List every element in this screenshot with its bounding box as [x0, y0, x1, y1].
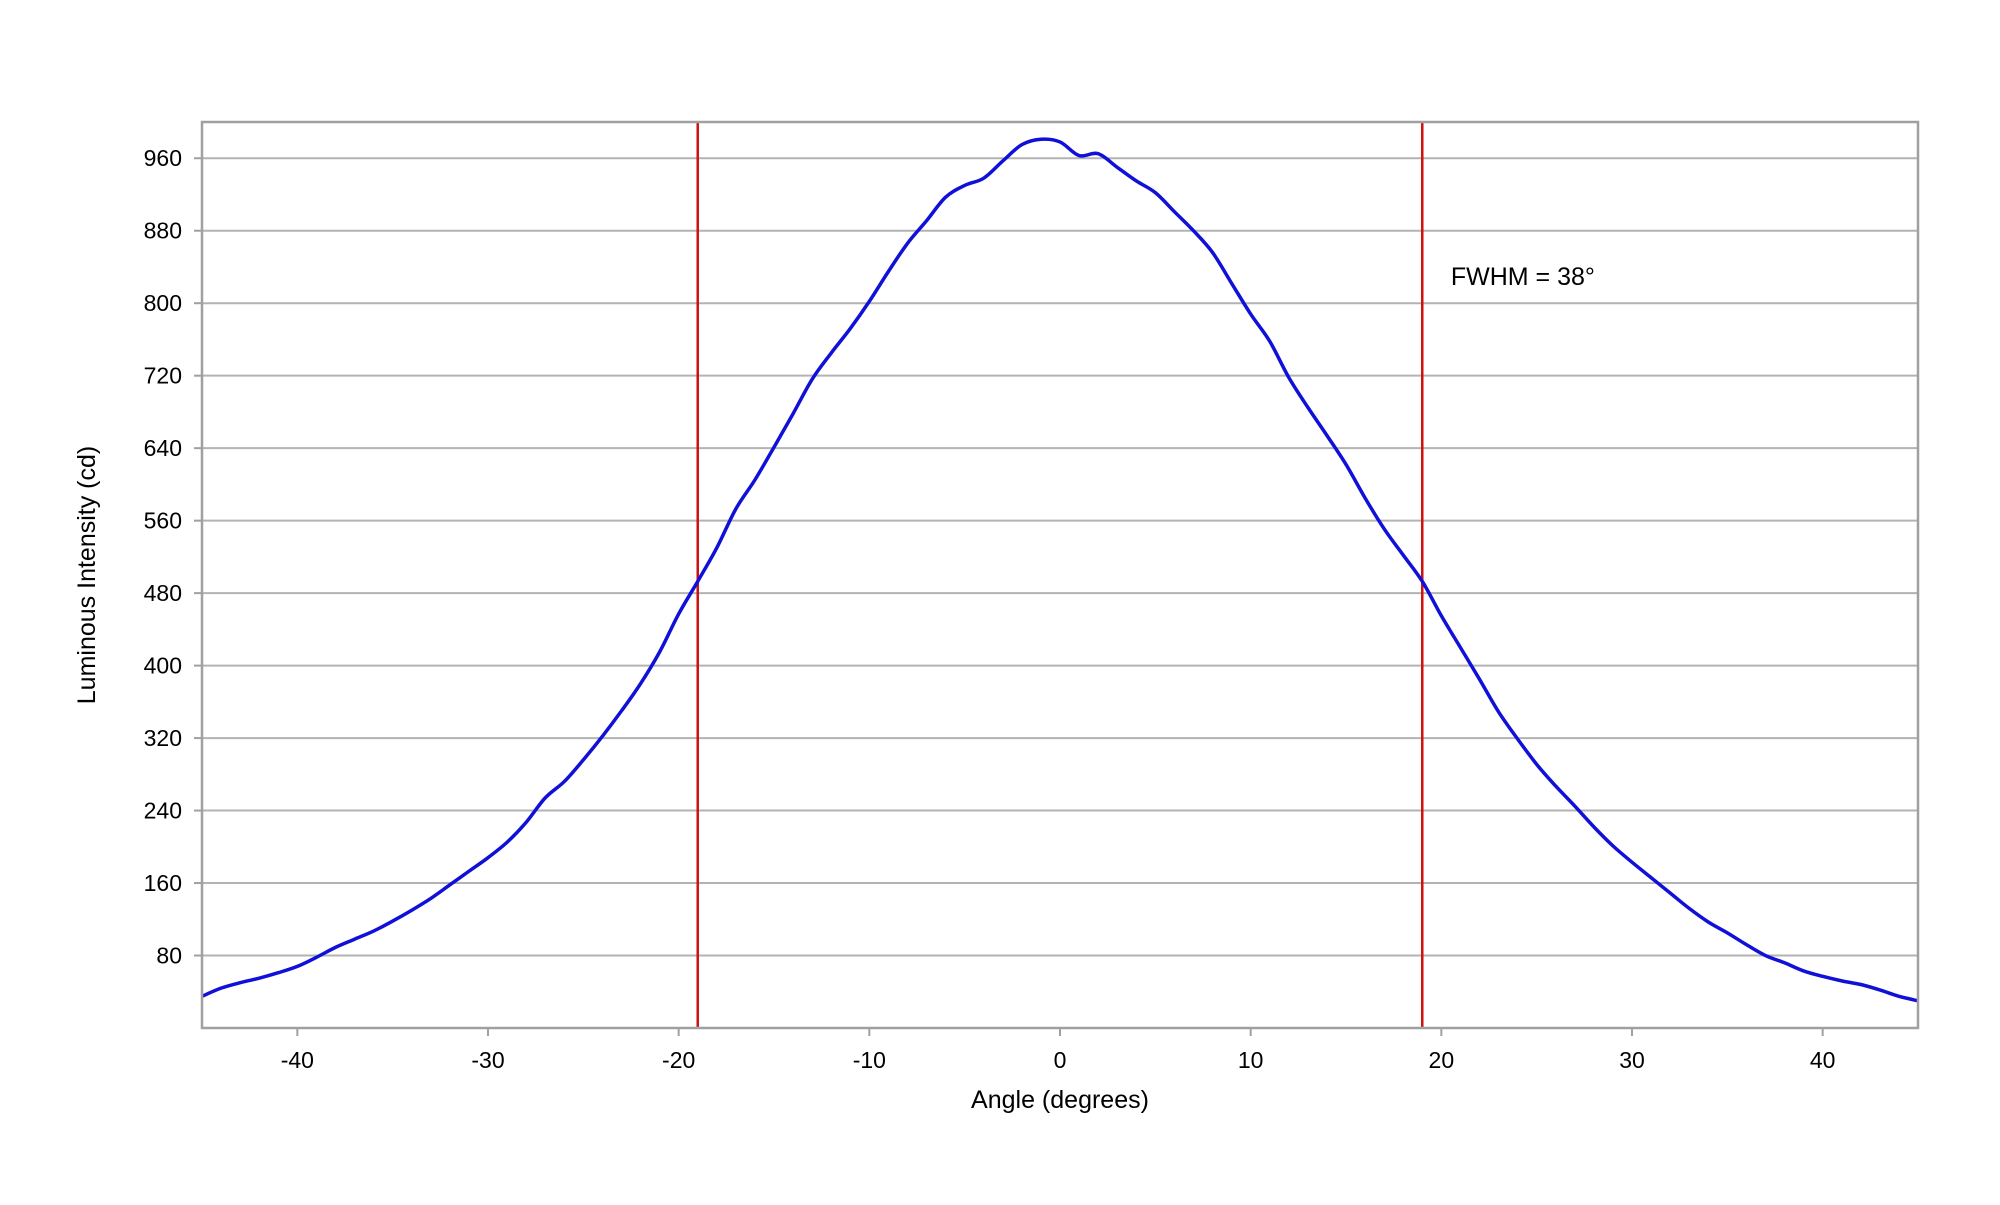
x-tick-label-20: 20 [1429, 1047, 1455, 1073]
y-tick-label-720: 720 [144, 363, 182, 389]
y-tick-label-960: 960 [144, 145, 182, 171]
x-axis-title: Angle (degrees) [971, 1086, 1149, 1114]
y-tick-label-240: 240 [144, 798, 182, 824]
x-tick-label-0: 0 [1054, 1047, 1067, 1073]
y-tick-label-880: 880 [144, 218, 182, 244]
x-axis-ticks: -40 -30 -20 -10 0 10 20 30 40 [281, 1028, 1836, 1073]
grid-lines [202, 157, 1918, 957]
x-tick-label--40: -40 [281, 1047, 314, 1073]
plot-area [202, 122, 1918, 1028]
x-tick-label-40: 40 [1810, 1047, 1836, 1073]
marker-lines [696, 122, 1424, 1028]
y-tick-label-640: 640 [144, 435, 182, 461]
y-tick-label-560: 560 [144, 508, 182, 534]
y-tick-label-480: 480 [144, 580, 182, 606]
y-tick-label-80: 80 [156, 943, 182, 969]
y-axis-title: Luminous Intensity (cd) [73, 446, 101, 704]
y-tick-label-320: 320 [144, 725, 182, 751]
y-axis-ticks: 80 160 240 320 400 480 560 640 720 800 880 960 [144, 145, 202, 969]
y-tick-label-400: 400 [144, 653, 182, 679]
x-tick-label-10: 10 [1238, 1047, 1264, 1073]
x-tick-label--30: -30 [471, 1047, 504, 1073]
x-tick-label--20: -20 [662, 1047, 695, 1073]
x-tick-label--10: -10 [853, 1047, 886, 1073]
series-layer [201, 137, 1919, 1003]
y-tick-label-800: 800 [144, 290, 182, 316]
x-tick-label-30: 30 [1619, 1047, 1645, 1073]
y-tick-label-160: 160 [144, 870, 182, 896]
fwhm-annotation: FWHM = 38° [1451, 263, 1595, 291]
intensity-curve-1 [201, 137, 1919, 1003]
